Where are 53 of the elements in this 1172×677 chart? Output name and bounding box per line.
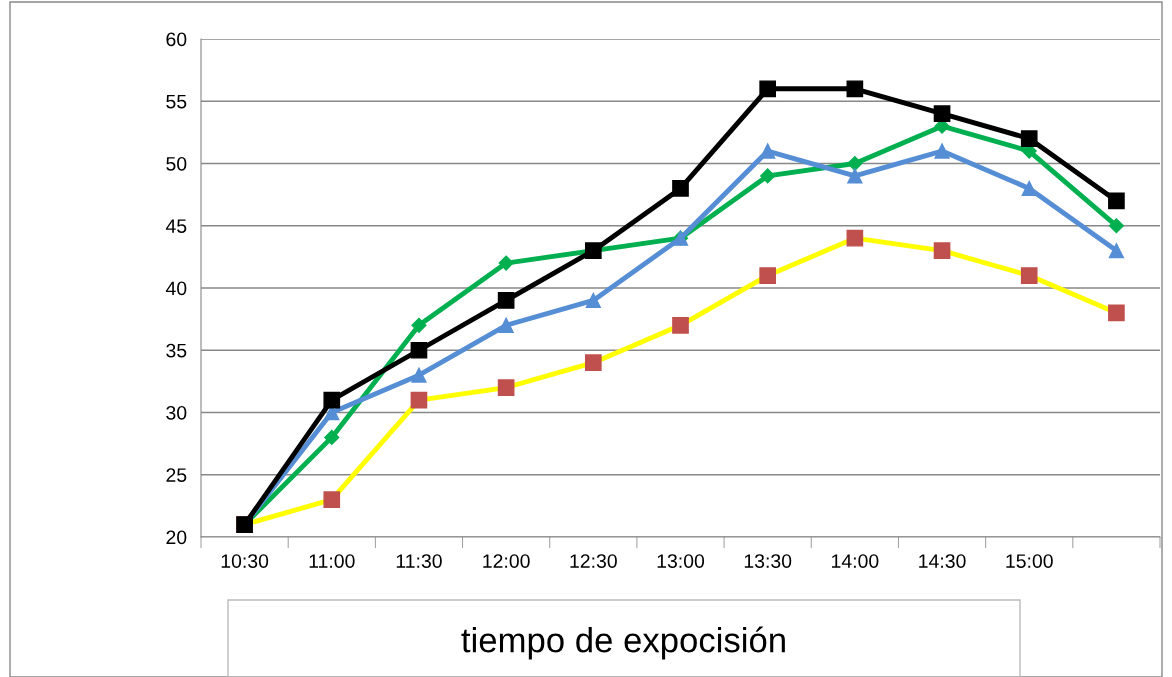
point <box>933 105 951 123</box>
x-tick-label: 15:00 <box>1006 554 1053 568</box>
y-tick-label: 30 <box>166 405 187 420</box>
point <box>324 429 340 445</box>
point <box>1108 218 1124 234</box>
point <box>847 155 863 172</box>
point <box>585 292 601 309</box>
point <box>1021 180 1037 197</box>
point <box>323 391 341 409</box>
point <box>411 367 427 383</box>
x-tick-label: 14:00 <box>832 554 879 568</box>
x-tick-label: 11:30 <box>396 554 442 568</box>
point <box>1108 192 1125 210</box>
point <box>759 80 777 98</box>
point <box>323 491 341 508</box>
point <box>760 168 776 184</box>
y-tick-label: 45 <box>165 219 187 233</box>
point <box>498 317 514 333</box>
point <box>497 379 515 396</box>
point <box>1020 130 1038 147</box>
x-axis-title: tiempo de expocisión <box>461 626 785 660</box>
point <box>410 341 428 359</box>
point <box>1108 243 1125 259</box>
y-tick-label: 25 <box>166 468 187 482</box>
point <box>847 168 863 184</box>
point <box>672 180 689 197</box>
point <box>411 317 427 333</box>
x-tick-label: 13:30 <box>744 554 792 568</box>
point <box>498 255 514 271</box>
point <box>497 292 515 309</box>
point <box>760 143 776 159</box>
point <box>934 143 950 159</box>
point <box>584 354 602 372</box>
y-tick-label: 20 <box>166 530 187 545</box>
y-tick-label: 40 <box>165 281 187 296</box>
x-tick-label: 10:30 <box>221 554 269 568</box>
y-tick-label: 50 <box>166 156 187 171</box>
y-tick-label: 60 <box>166 32 187 47</box>
point <box>933 242 951 259</box>
point <box>672 317 689 334</box>
x-tick-label: 12:30 <box>570 554 617 568</box>
point <box>1020 267 1038 284</box>
x-tick-label: 12:00 <box>483 554 530 568</box>
y-tick-label: 55 <box>166 94 187 109</box>
point <box>846 80 864 98</box>
x-tick-label: 14:30 <box>919 554 966 568</box>
point <box>759 267 777 284</box>
x-tick-label: 11:00 <box>309 554 355 568</box>
y-tick-label: 35 <box>166 343 187 358</box>
x-tick-label: 13:00 <box>657 554 705 568</box>
point <box>846 229 864 247</box>
point <box>410 391 428 409</box>
point <box>1108 304 1125 322</box>
